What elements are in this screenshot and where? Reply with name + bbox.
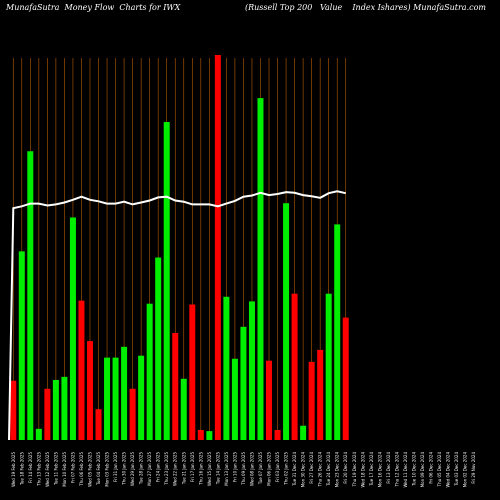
x-tick-label: Thu 23 Jan 2025 <box>164 452 169 486</box>
money-flow-bar <box>223 296 230 440</box>
x-tick-label: Fri 29 Nov 2024 <box>471 452 476 484</box>
x-tick-label: Fri 07 Feb 2025 <box>70 452 75 483</box>
x-tick-label: Mon 16 Dec 2024 <box>377 452 382 488</box>
x-tick-label: Thu 19 Dec 2024 <box>352 452 357 488</box>
x-tick-label: Fri 31 Jan 2025 <box>113 452 118 482</box>
x-tick-label: Tue 07 Jan 2025 <box>258 452 263 486</box>
money-flow-bar <box>35 428 42 440</box>
x-tick-label: Mon 09 Dec 2024 <box>420 452 425 488</box>
x-tick-label: Tue 10 Dec 2024 <box>411 452 416 487</box>
x-tick-label: Tue 17 Dec 2024 <box>369 452 374 487</box>
x-tick-label: Fri 10 Jan 2025 <box>232 452 237 482</box>
x-tick-label: Tue 31 Dec 2024 <box>292 452 297 487</box>
x-tick-label: Thu 12 Dec 2024 <box>394 452 399 488</box>
x-tick-label: Fri 17 Jan 2025 <box>190 452 195 482</box>
x-tick-label: Thu 09 Jan 2025 <box>241 452 246 486</box>
x-tick-label: Thu 30 Jan 2025 <box>122 452 127 486</box>
x-tick-label: Wed 11 Dec 2024 <box>403 452 408 488</box>
x-tick-label: Mon 02 Dec 2024 <box>463 452 468 488</box>
x-tick-label: Fri 14 Feb 2025 <box>28 452 33 483</box>
x-tick-label: Wed 08 Jan 2025 <box>250 452 255 486</box>
money-flow-bar <box>69 217 76 440</box>
money-flow-bar <box>342 317 349 440</box>
x-tick-label: Fri 13 Dec 2024 <box>386 452 391 484</box>
x-tick-label: Mon 27 Jan 2025 <box>147 452 152 486</box>
money-flow-bar <box>325 293 332 440</box>
money-flow-bar <box>104 357 111 440</box>
x-tick-label: Thu 05 Dec 2024 <box>437 452 442 488</box>
money-flow-bar <box>146 303 153 440</box>
x-tick-label: Thu 26 Dec 2024 <box>318 452 323 488</box>
money-flow-bar <box>61 376 68 440</box>
x-tick-label: Wed 12 Feb 2025 <box>45 452 50 487</box>
x-tick-label: Wed 15 Jan 2025 <box>207 452 212 486</box>
x-tick-label: Wed 22 Jan 2025 <box>173 452 178 486</box>
money-flow-bar <box>197 429 204 440</box>
money-flow-bar <box>189 304 196 440</box>
money-flow-bar <box>155 257 162 440</box>
money-flow-bar <box>308 361 315 440</box>
money-flow-bar <box>300 425 307 440</box>
x-tick-label: Tue 11 Feb 2025 <box>53 452 58 486</box>
money-flow-bar <box>240 326 247 440</box>
money-flow-bar <box>180 378 187 440</box>
x-tick-label: Mon 10 Feb 2025 <box>62 452 67 487</box>
x-tick-label: Mon 06 Jan 2025 <box>267 452 272 486</box>
x-tick-label: Thu 16 Jan 2025 <box>198 452 203 486</box>
x-tick-label: Wed 05 Feb 2025 <box>88 452 93 487</box>
x-tick-label: Tue 24 Dec 2024 <box>326 452 331 487</box>
x-tick-label: Tue 18 Feb 2025 <box>19 452 24 486</box>
chart-header-right: (Russell Top 200 Value Index Ishares) Mu… <box>244 3 486 12</box>
money-flow-bar <box>257 98 264 441</box>
money-flow-bar <box>10 380 17 440</box>
x-tick-label: Wed 04 Dec 2024 <box>446 452 451 488</box>
x-tick-label: Tue 21 Jan 2025 <box>181 452 186 486</box>
x-tick-label: Wed 19 Feb 2025 <box>11 452 16 487</box>
x-tick-label: Tue 14 Jan 2025 <box>215 452 220 486</box>
money-flow-bar <box>78 300 85 440</box>
money-flow-bar <box>317 349 324 440</box>
money-flow-bar <box>231 358 238 440</box>
x-tick-label: Fri 24 Jan 2025 <box>156 452 161 482</box>
money-flow-bar <box>95 409 102 440</box>
money-flow-bar <box>52 379 59 440</box>
money-flow-bar <box>86 341 93 440</box>
x-tick-label: Wed 18 Dec 2024 <box>360 452 365 488</box>
money-flow-bar <box>283 203 290 440</box>
chart-header-left: MunafaSutra Money Flow Charts for IWX <box>6 3 181 12</box>
x-tick-label: Fri 27 Dec 2024 <box>309 452 314 484</box>
x-tick-label: Mon 23 Dec 2024 <box>335 452 340 488</box>
money-flow-bar <box>266 360 273 440</box>
money-flow-bar <box>163 121 170 441</box>
money-flow-bar <box>129 388 136 440</box>
x-tick-label: Thu 02 Jan 2025 <box>284 452 289 486</box>
x-tick-label: Mon 30 Dec 2024 <box>301 452 306 488</box>
money-flow-bar <box>44 388 51 440</box>
x-tick-label: Mon 03 Feb 2025 <box>105 452 110 487</box>
x-tick-label: Fri 03 Jan 2025 <box>275 452 280 482</box>
x-tick-label: Thu 13 Feb 2025 <box>36 452 41 487</box>
price-line <box>8 190 346 441</box>
money-flow-bar <box>121 346 128 440</box>
money-flow-bar <box>291 293 298 440</box>
money-flow-bar <box>214 55 221 440</box>
x-tick-label: Wed 29 Jan 2025 <box>130 452 135 486</box>
money-flow-bar <box>274 429 281 440</box>
money-flow-bar <box>27 151 34 440</box>
x-tick-label: Tue 03 Dec 2024 <box>454 452 459 487</box>
x-tick-label: Fri 06 Dec 2024 <box>429 452 434 484</box>
money-flow-bar <box>138 355 145 440</box>
x-tick-label: Thu 06 Feb 2025 <box>79 452 84 487</box>
money-flow-bar <box>248 301 255 440</box>
x-tick-label: Fri 20 Dec 2024 <box>343 452 348 484</box>
money-flow-bar <box>112 357 119 440</box>
x-tick-label: Tue 04 Feb 2025 <box>96 452 101 486</box>
money-flow-bar <box>18 251 25 440</box>
money-flow-bar <box>172 332 179 440</box>
money-flow-bar <box>206 431 213 440</box>
x-tick-label: Mon 13 Jan 2025 <box>224 452 229 486</box>
money-flow-bar <box>334 224 341 440</box>
x-tick-label: Tue 28 Jan 2025 <box>139 452 144 486</box>
